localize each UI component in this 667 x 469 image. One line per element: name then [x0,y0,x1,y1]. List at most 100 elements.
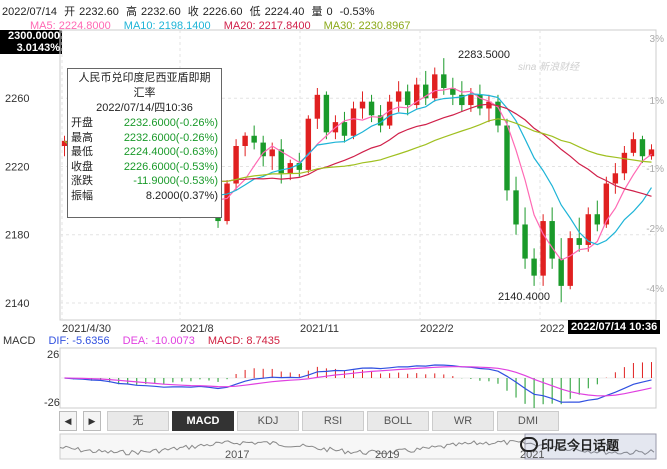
chart-grid [59,29,657,321]
candle-body [377,115,384,126]
header-high-label: 高 [125,6,137,18]
x-tick-label: 2021/4/30 [62,323,111,335]
candle-body [233,146,239,184]
tab-boll[interactable]: BOLL [367,411,429,431]
header-low: 2224.40 [264,6,305,18]
tooltip-title-2: 汇率 [133,87,156,99]
candle-body [585,214,591,245]
plot-border [59,29,657,321]
candle-body [648,149,655,157]
candle-body [513,190,519,225]
top-price-tag: 2300.0000 [0,30,62,42]
tooltip-row-open: 开盘 2232.6000(-0.26%) [71,117,218,129]
tab-rsi[interactable]: RSI [302,411,364,431]
watermark: 印尼今日话题 [520,435,619,454]
y-tick-label: 2260 [5,93,29,105]
x-tick-label: 2021/11 [300,323,339,335]
ma5-label: MA5: 2224.8000 [30,20,111,32]
candle-body [341,122,348,136]
tab-none[interactable]: 无 [107,411,169,431]
tooltip-title-1: 人民币兑印度尼西亚盾即期 [78,72,211,84]
candle-body [495,101,501,126]
candle-body [522,224,528,259]
tooltip-box: 人民币兑印度尼西亚盾即期 汇率 2022/07/14/四10:36 开盘 2232… [67,68,222,218]
navigator-year-label: 2021 [520,449,544,461]
macd-legend: MACD DIF: -5.6356 DEA: -10.0073 MACD: 8.… [3,335,290,347]
candle-body [350,108,357,136]
x-tick-label: 2022 [540,323,564,335]
pct-tick-label: 1% [650,96,665,107]
candle-body [558,258,564,286]
ma20-label: MA20: 2217.8400 [223,20,311,32]
dif-label: DIF: -5.6356 [48,335,110,347]
watermark-text: 印尼今日话题 [541,438,620,453]
tooltip-row-close: 收盘 2226.6000(-0.53%) [71,160,218,173]
dea-label: DEA: -10.0073 [122,335,195,347]
pct-tick-label: 3% [650,34,665,45]
macd-lines [64,364,652,403]
y-tick-label: 2220 [5,161,29,173]
y-tick-label: 2180 [5,230,29,242]
tab-wr[interactable]: WR [432,411,494,431]
navigator-frame [59,433,657,460]
candle-body [576,238,582,245]
header-open-label: 开 [64,6,76,18]
candle-body [413,84,420,106]
chat-icon [520,437,538,452]
candle-body [395,91,402,102]
candle-body [260,142,266,157]
scroll-right-button[interactable]: ▶ [83,411,101,431]
candle-body [314,94,321,119]
candle-body [423,84,429,99]
pct-axis: 3% 1% -1% -2% -4% [646,34,664,295]
candle-body [359,101,366,109]
candle-body [639,139,646,157]
x-axis: 2021/4/30 2021/8 2021/11 2022/2 2022 [62,323,564,335]
candle-body [242,135,248,146]
candle-body [531,258,537,276]
tab-kdj[interactable]: KDJ [237,411,299,431]
candle-body [630,139,637,153]
candle-body [404,91,411,106]
tab-macd[interactable]: MACD [172,411,234,431]
macd-y-tick: 26 [47,349,59,361]
candle-body [603,183,610,225]
tooltip-datetime: 2022/07/14/四10:36 [96,102,193,114]
max-annotation: 2283.5000 [458,49,510,61]
scroll-left-button[interactable]: ◀ [59,411,77,431]
candle-body [504,125,510,191]
top-pct-tag: 3.0143% [0,42,62,54]
header-open: 2232.60 [79,6,119,18]
header-high: 2232.60 [140,6,181,18]
candle-body [612,173,619,184]
navigator-year-label: 2019 [375,449,399,461]
candle-body [269,149,275,157]
header-low-label: 低 [249,6,261,18]
candle-body [305,118,312,170]
tooltip-row-low: 最低 2224.4000(-0.63%) [71,146,218,158]
tab-dmi[interactable]: DMI [497,411,559,431]
candle-body [594,214,601,225]
indicator-tabs: ◀ ▶ 无 MACD KDJ RSI BOLL WR DMI [59,411,562,431]
header-date: 2022/07/14 [2,6,58,18]
y-axis: 2260 2220 2180 2140 [5,93,29,310]
macd-grid: 26 -26 [44,347,657,409]
candle-body [251,135,257,143]
header-volume-label: 量 [311,6,323,18]
x-tick-label: 2021/8 [180,323,214,335]
dif-line [64,364,652,403]
sina-logo: sina 新浪财经 [518,61,580,73]
candle-body [61,140,68,146]
dea-line [64,366,652,397]
macd-bars [73,362,652,408]
candle-body [323,94,330,133]
tooltip-row-high: 最高 2232.6000(-0.26%) [71,131,218,144]
ma-legend: MA5: 2224.8000 MA10: 2198.1400 MA20: 221… [30,20,421,32]
crosshair-time-tag: 2022/07/14 10:36 [568,320,661,334]
candle-body [278,149,284,174]
candle-body [486,101,492,109]
candle-body [368,101,375,116]
header-change: -0.53% [339,6,375,18]
navigator-chart: 2017 2019 2021 [59,433,657,461]
candle-body [450,88,456,95]
